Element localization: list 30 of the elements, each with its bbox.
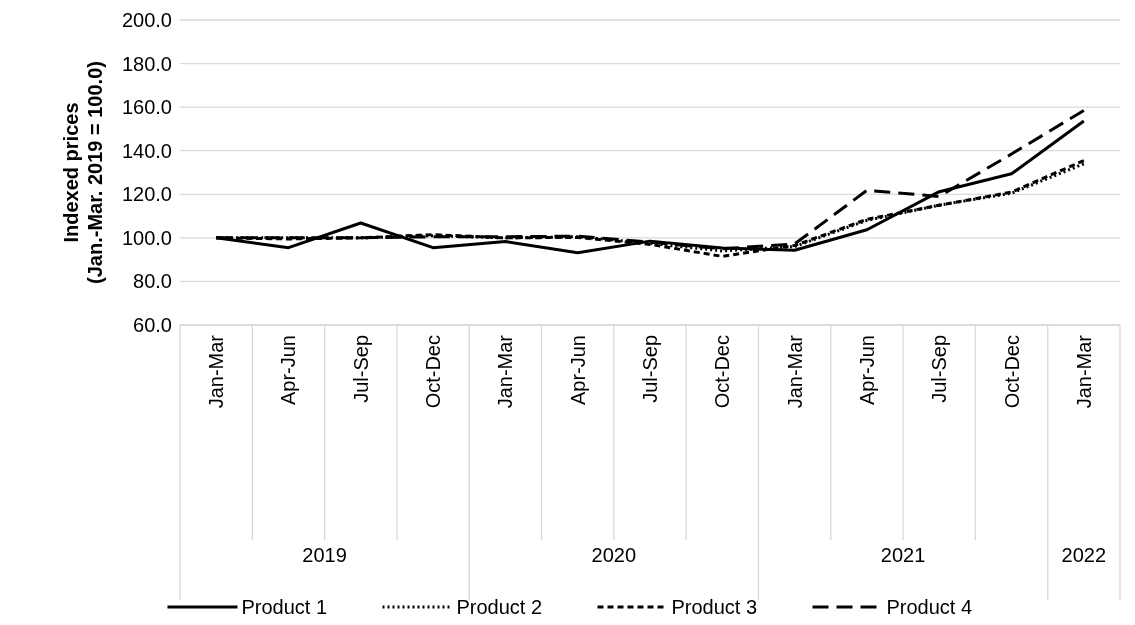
x-tick-label: Jan-Mar: [205, 334, 228, 409]
x-tick-label: Jul-Sep: [349, 335, 372, 403]
x-tick-label: Jan-Mar: [783, 334, 806, 409]
x-tick-label: Jan-Mar: [1072, 334, 1095, 409]
text: 2019: [302, 544, 347, 566]
y-tick-label: 100.0: [121, 226, 172, 249]
y-tick-label: 80.0: [133, 270, 172, 293]
y-tick-label: 200.0: [121, 9, 172, 31]
y-tick-label: 180.0: [121, 52, 172, 75]
legend-label: Product 1: [241, 596, 328, 618]
y-tick-label: 120.0: [121, 183, 172, 206]
legend-label: Product 3: [671, 596, 758, 618]
x-tick-label: Jul-Sep: [639, 335, 661, 403]
legend-label: Product 2: [456, 596, 543, 618]
text: 2022: [1061, 544, 1107, 566]
x-tick-label: Oct-Dec: [711, 335, 734, 409]
y-tick-label: 60.0: [133, 314, 172, 336]
x-tick-label: Oct-Dec: [1000, 335, 1023, 409]
x-tick-label: Apr-Jun: [855, 335, 878, 406]
text: 2020: [591, 544, 637, 566]
x-tick-label: Apr-Jun: [566, 335, 589, 406]
y-axis-title: Indexed prices (Jan.-Mar. 2019 = 100.0): [60, 61, 106, 284]
legend-label: Product 4: [886, 596, 973, 618]
x-tick-label: Oct-Dec: [422, 335, 445, 409]
x-tick-label: Jul-Sep: [928, 335, 951, 403]
x-tick-label: Jan-Mar: [494, 334, 517, 409]
x-tick-label: Apr-Jun: [277, 335, 300, 406]
text: 2021: [880, 544, 926, 566]
y-tick-label: 140.0: [121, 139, 172, 162]
y-tick-label: 160.0: [121, 96, 172, 119]
